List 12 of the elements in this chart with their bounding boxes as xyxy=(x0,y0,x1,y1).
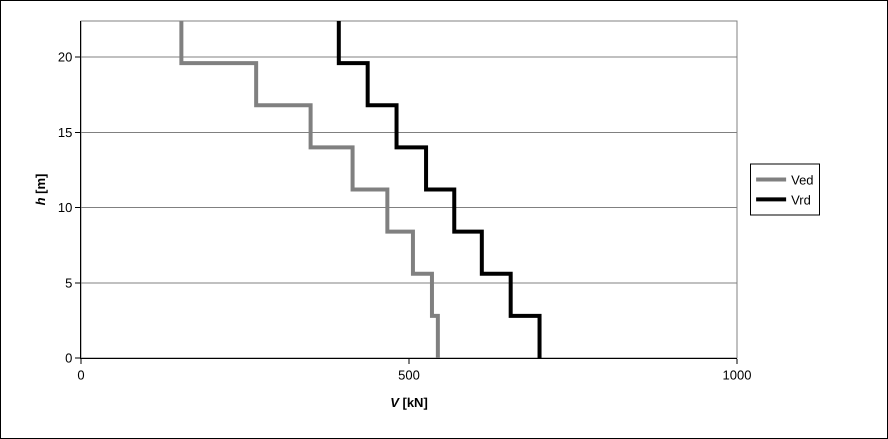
x-tick-label: 1000 xyxy=(722,368,752,383)
y-tick-label: 5 xyxy=(65,275,72,290)
y-axis-title: h [m] xyxy=(33,174,48,206)
legend-label: Ved xyxy=(791,172,814,188)
y-tick-label: 0 xyxy=(65,350,72,366)
x-axis-title: V [kN] xyxy=(390,395,428,410)
y-tick-label: 10 xyxy=(58,200,72,216)
x-tick-label: 0 xyxy=(77,368,85,383)
legend-label: Vrd xyxy=(791,192,811,208)
y-tick-label: 15 xyxy=(58,124,72,140)
y-tick-label: 20 xyxy=(58,50,72,65)
x-tick-label: 500 xyxy=(398,368,420,383)
